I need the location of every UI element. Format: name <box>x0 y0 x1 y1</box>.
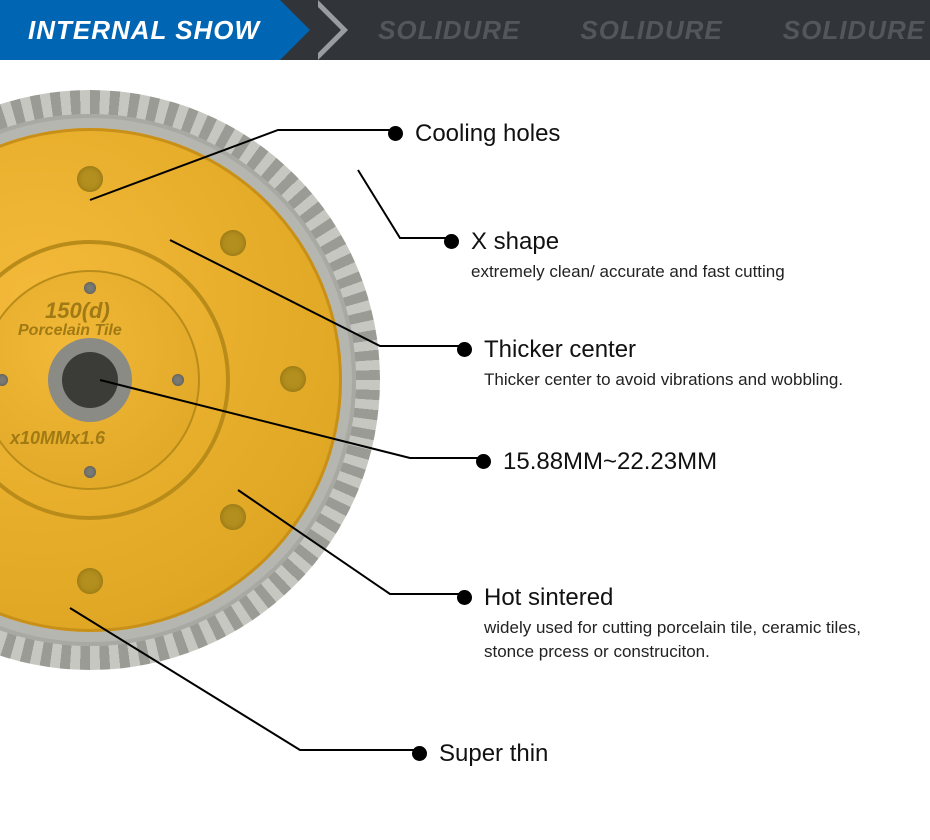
callout-title: Thicker center <box>484 336 843 364</box>
bullet-icon <box>457 342 472 357</box>
content-area: 150(d) Porcelain Tile x10MMx1.6 Cooling … <box>0 60 930 840</box>
callout-text: Thicker center Thicker center to avoid vi… <box>484 336 843 392</box>
callout-title: Super thin <box>439 740 548 768</box>
callout-layer: Cooling holes X shape extremely clean/ acc… <box>0 60 930 840</box>
watermark-1: SOLIDURE <box>378 15 520 46</box>
callout-title: X shape <box>471 228 785 256</box>
bullet-icon <box>457 590 472 605</box>
header-watermarks: SOLIDURE SOLIDURE SOLIDURE <box>378 15 925 46</box>
header-title-text: INTERNAL SHOW <box>28 15 260 46</box>
chevron-icon <box>318 0 348 60</box>
bullet-icon <box>476 454 491 469</box>
callout-super-thin: Super thin <box>412 740 548 772</box>
callout-text: X shape extremely clean/ accurate and fas… <box>471 228 785 284</box>
callout-hot-sintered: Hot sintered widely used for cutting porc… <box>457 584 904 664</box>
callout-text: Cooling holes <box>415 120 560 152</box>
callout-text: 15.88MM~22.23MM <box>503 448 717 480</box>
bullet-icon <box>412 746 427 761</box>
callout-text: Hot sintered widely used for cutting porc… <box>484 584 904 664</box>
callout-thicker-center: Thicker center Thicker center to avoid vi… <box>457 336 843 392</box>
callout-title: 15.88MM~22.23MM <box>503 448 717 476</box>
bullet-icon <box>388 126 403 141</box>
callout-subtitle: widely used for cutting porcelain tile, … <box>484 616 904 664</box>
callout-subtitle: Thicker center to avoid vibrations and w… <box>484 368 843 392</box>
callout-subtitle: extremely clean/ accurate and fast cutti… <box>471 260 785 284</box>
callout-bore-size: 15.88MM~22.23MM <box>476 448 717 480</box>
header-bar: INTERNAL SHOW SOLIDURE SOLIDURE SOLIDURE <box>0 0 930 60</box>
callout-title: Cooling holes <box>415 120 560 148</box>
watermark-2: SOLIDURE <box>580 15 722 46</box>
bullet-icon <box>444 234 459 249</box>
callout-x-shape: X shape extremely clean/ accurate and fas… <box>444 228 785 284</box>
watermark-3: SOLIDURE <box>783 15 925 46</box>
header-title-block: INTERNAL SHOW <box>0 0 280 60</box>
callout-title: Hot sintered <box>484 584 904 612</box>
callout-cooling-holes: Cooling holes <box>388 120 560 152</box>
callout-text: Super thin <box>439 740 548 772</box>
